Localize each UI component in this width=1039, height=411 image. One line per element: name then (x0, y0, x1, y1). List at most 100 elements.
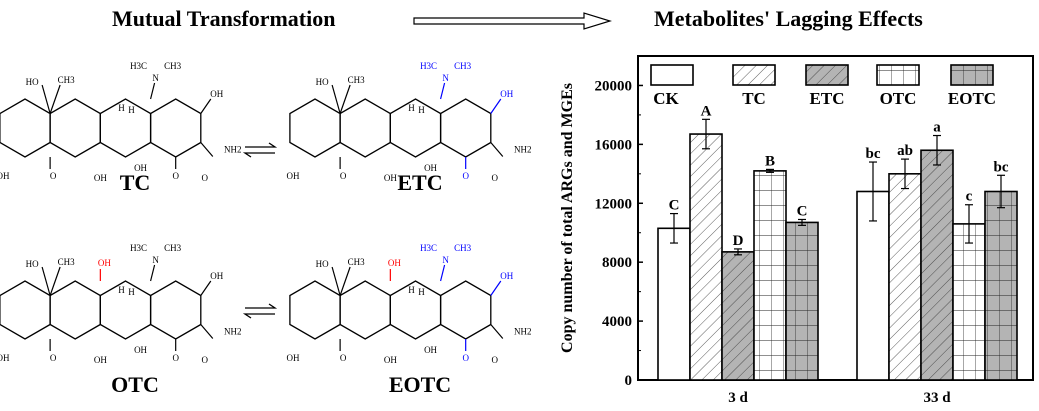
atom-label-oh: OH (98, 258, 111, 268)
bar-eotc (785, 221, 819, 381)
atom-label-n: N (442, 73, 449, 83)
legend-swatch-tc (732, 64, 776, 86)
ring-2 (339, 280, 391, 340)
atom-label-o: O (202, 173, 209, 183)
bond (200, 324, 214, 339)
bond (49, 84, 61, 114)
bond (439, 264, 446, 282)
atom-label-oh: OH (424, 345, 437, 355)
equilibrium-arrows-icon (242, 142, 278, 158)
bar-etc (920, 149, 954, 381)
significance-letter: A (701, 103, 712, 119)
structure-name: OTC (111, 372, 159, 397)
atom-label-o: O (172, 171, 179, 181)
y-tick-label: 0 (625, 373, 633, 389)
left-title: Mutual Transformation (112, 6, 336, 31)
transform-arrow-icon (413, 12, 612, 30)
atom-label-h3c: H3C (420, 243, 437, 253)
atom-label-ch3: CH3 (348, 257, 366, 267)
atom-label-h: H (128, 287, 135, 297)
atom-label-h3c: H3C (130, 243, 147, 253)
atom-label-h: H (408, 285, 415, 295)
bond (200, 142, 214, 157)
bar-eotc (984, 190, 1018, 381)
y-tick-label: 20000 (595, 78, 633, 94)
bond (331, 266, 341, 296)
structure-eotc: HO CH3 OH H H N H3C CH3 OH NH2 O OH O OH OH O EOTC (287, 243, 532, 397)
ring-1 (0, 280, 51, 340)
bar-etc (721, 251, 755, 381)
atom-label-n: N (152, 73, 159, 83)
bar-ck (657, 227, 691, 381)
significance-letter: bc (994, 159, 1009, 175)
atom-label-ch3: CH3 (164, 61, 182, 71)
legend-label: ETC (810, 89, 845, 108)
bond (200, 280, 212, 296)
bar-otc (753, 170, 787, 381)
atom-label-o: O (340, 171, 347, 181)
bond (490, 280, 502, 296)
atom-label-oh: OH (388, 258, 401, 268)
bond (149, 82, 156, 100)
ring-4 (439, 280, 492, 340)
atom-label-o: O (492, 173, 499, 183)
structure-name: ETC (397, 170, 442, 195)
atom-label-ch3: CH3 (454, 243, 472, 253)
bond (490, 98, 502, 114)
atom-label-h: H (418, 105, 425, 115)
ring-2 (339, 98, 391, 158)
significance-letter: c (966, 189, 973, 205)
atom-label-nh2: NH2 (514, 327, 532, 337)
ring-3 (389, 280, 442, 340)
atom-label-oh: OH (0, 171, 10, 181)
atom-label-oh: OH (424, 163, 437, 173)
y-tick-label: 12000 (595, 196, 633, 212)
atom-label-oh: OH (210, 271, 223, 281)
legend-label: OTC (880, 89, 917, 108)
structure-otc: HO CH3 OH HH N H3C CH3 OH NH2 O OH O OH OH O OTC (0, 243, 242, 397)
atom-label-oh: OH (500, 271, 513, 281)
bar-ck (856, 190, 890, 381)
bar-chart: 0 4000 8000 12000 16000 20000 Copy number of t… (559, 55, 1034, 406)
arrow-back (242, 152, 275, 158)
ring-4 (149, 280, 202, 340)
bar-otc (952, 223, 986, 381)
atom-label-oh: OH (210, 89, 223, 99)
atom-label-h: H (408, 103, 415, 113)
significance-letter: a (933, 120, 941, 136)
atom-label-nh2: NH2 (514, 145, 532, 155)
ring-1 (289, 280, 341, 340)
atom-label-oh: HO (26, 77, 39, 87)
legend-label: EOTC (948, 89, 996, 108)
legend-swatch-eotc (950, 64, 994, 86)
x-tick-label: 3 d (728, 390, 748, 406)
significance-letter: B (765, 153, 775, 169)
atom-label-nh2: NH2 (224, 327, 242, 337)
equilibrium-arrows-icon (242, 303, 278, 319)
atom-label-o: O (462, 353, 469, 363)
bond (41, 84, 51, 114)
bond (339, 266, 351, 296)
bond (49, 266, 61, 296)
arrow-forward (245, 303, 278, 309)
atom-label-h: H (418, 287, 425, 297)
atom-label-oh: OH (287, 353, 300, 363)
atom-label-oh: OH (384, 173, 397, 183)
bond (200, 98, 212, 114)
bond (41, 266, 51, 296)
atom-label-h3c: H3C (420, 61, 437, 71)
atom-label-nh2: NH2 (224, 145, 242, 155)
ring-1 (289, 98, 341, 158)
atom-label-oh: OH (94, 355, 107, 365)
atom-label-oh: OH (500, 89, 513, 99)
structure-name: EOTC (389, 372, 451, 397)
bond (331, 84, 341, 114)
ring-4 (439, 98, 492, 158)
atom-label-oh: HO (316, 77, 329, 87)
ring-3 (99, 98, 152, 158)
bond (339, 84, 351, 114)
atom-label-o: O (340, 353, 347, 363)
ring-3 (99, 280, 152, 340)
right-title: Metabolites' Lagging Effects (654, 6, 923, 31)
